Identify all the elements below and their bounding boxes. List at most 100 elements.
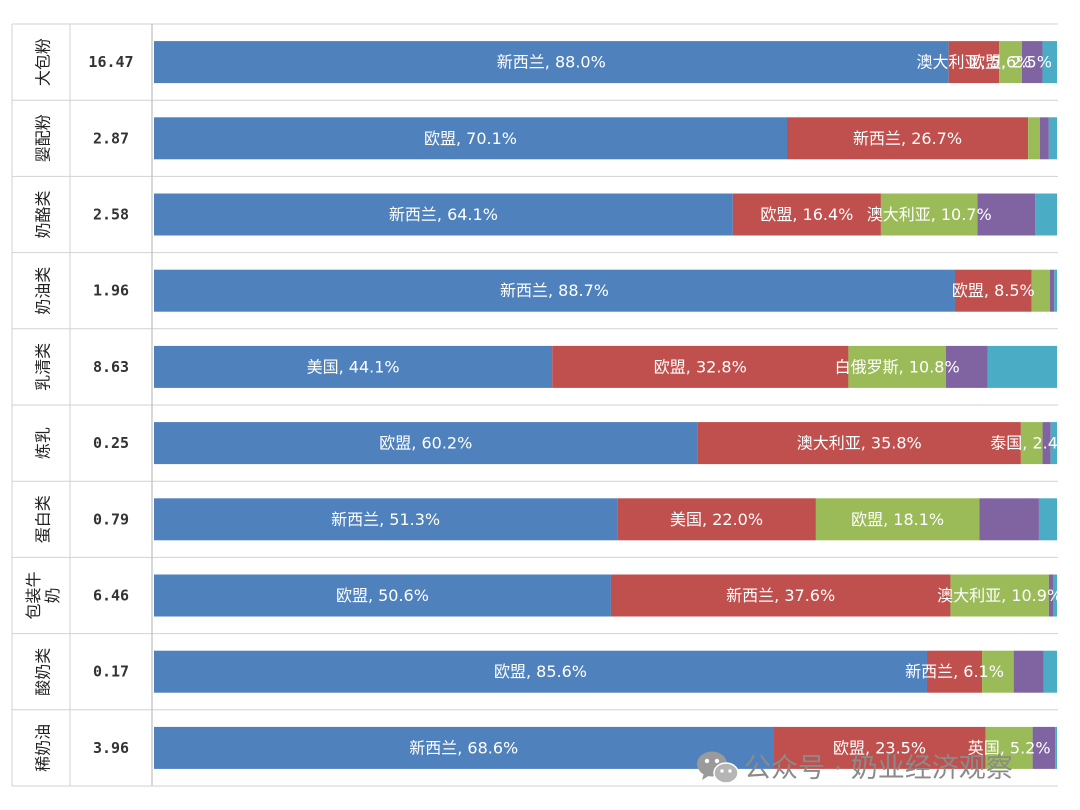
bar-segment <box>154 41 949 84</box>
bar-segment <box>154 574 611 617</box>
total-value-label: 1.96 <box>93 282 129 300</box>
total-value-label: 0.17 <box>93 663 129 681</box>
category-label: 稀奶油 <box>34 724 53 772</box>
bar-segment <box>1054 269 1057 312</box>
bar-segment <box>999 41 1022 84</box>
data-label: 欧盟, 23.5% <box>833 738 926 757</box>
bar-segment <box>1042 422 1051 465</box>
data-label: 欧盟, 32.8% <box>654 357 747 376</box>
bar-segment <box>945 345 988 388</box>
chart-row: 婴配粉 2.87 欧盟, 70.1% 新西兰, 26.7% <box>34 114 1057 162</box>
bar-segment <box>926 650 983 693</box>
watermark: 公众号 · 奶业经济观察 <box>697 751 1013 784</box>
category-label: 炼乳 <box>34 427 53 459</box>
chart-rows: 大包粉 16.47 新西兰, 88.0% 澳大利亚, 5.6%欧盟, 2.5% 婴配粉 2… <box>24 38 1073 772</box>
bar-segment <box>154 422 698 465</box>
bar-segment <box>1038 498 1057 541</box>
data-label: 欧盟, 16.4% <box>760 205 853 224</box>
total-value-label: 2.58 <box>93 206 129 224</box>
watermark-text: 公众号 · 奶业经济观察 <box>744 753 1013 784</box>
bar-segment <box>954 269 1032 312</box>
bar-segment <box>773 726 986 769</box>
bar-segment <box>787 117 1029 160</box>
bar-segment <box>1020 422 1043 465</box>
bar-segment <box>154 726 774 769</box>
bar-segment <box>697 422 1021 465</box>
bar-segment <box>1048 574 1054 617</box>
bar-segment <box>950 574 1049 617</box>
bar-segment <box>552 345 849 388</box>
data-label: 欧盟, 60.2% <box>379 434 472 453</box>
data-label: 新西兰, 6.1% <box>905 662 1004 681</box>
data-label: 白俄罗斯, 10.8% <box>835 357 960 376</box>
bar-segment <box>617 498 816 541</box>
category-label: 大包粉 <box>34 38 53 86</box>
data-label: 澳大利亚, 10.7% <box>867 205 992 224</box>
bar-segment <box>1035 193 1057 236</box>
data-label: 欧盟, 18.1% <box>851 510 944 529</box>
chart-row: 酸奶类 0.17 欧盟, 85.6% 新西兰, 6.1% <box>34 648 1057 696</box>
bar-segment <box>154 498 618 541</box>
total-value-label: 3.96 <box>93 739 129 757</box>
chart-row: 大包粉 16.47 新西兰, 88.0% 澳大利亚, 5.6%欧盟, 2.5% <box>34 38 1057 86</box>
data-label: 美国, 44.1% <box>307 357 400 376</box>
data-label: 欧盟, 2.5% <box>969 53 1052 72</box>
category-label: 包装牛 <box>24 571 43 619</box>
bar-segment <box>1039 117 1049 160</box>
category-label: 乳清类 <box>34 343 53 391</box>
bar-segment <box>1032 726 1056 769</box>
bar-segment <box>1049 269 1055 312</box>
chart-row: 包装牛奶 6.46 欧盟, 50.6% 新西兰, 37.6% 澳大利亚, 10.9% <box>24 571 1062 619</box>
bar-segment <box>732 193 881 236</box>
category-label: 蛋白类 <box>34 495 53 543</box>
data-label: 新西兰, 88.0% <box>497 53 606 72</box>
total-value-label: 0.25 <box>93 434 129 452</box>
bar-segment <box>880 193 978 236</box>
bar-segment <box>154 650 927 693</box>
category-label: 奶 <box>43 587 62 603</box>
data-label: 澳大利亚, 10.9% <box>937 586 1062 605</box>
data-label: 新西兰, 68.6% <box>409 738 518 757</box>
chart-row: 奶油类 1.96 新西兰, 88.7% 欧盟, 8.5% <box>34 267 1057 315</box>
chart-row: 奶酪类 2.58 新西兰, 64.1% 欧盟, 16.4% 澳大利亚, 10.7% <box>34 190 1057 239</box>
bar-segment <box>1031 269 1050 312</box>
category-label: 酸奶类 <box>34 648 53 696</box>
category-label: 奶油类 <box>34 267 53 315</box>
bar-segment <box>610 574 951 617</box>
bar-segment <box>1021 41 1043 84</box>
data-label: 美国, 22.0% <box>670 510 763 529</box>
data-label: 泰国, 2.4% <box>990 434 1073 453</box>
category-label: 婴配粉 <box>34 114 53 162</box>
bar-segment <box>1055 726 1057 769</box>
total-value-label: 6.46 <box>93 587 129 605</box>
bar-segment <box>979 498 1039 541</box>
data-label: 新西兰, 37.6% <box>726 586 835 605</box>
bar-segment <box>815 498 980 541</box>
wechat-icon <box>697 751 739 784</box>
data-label: 欧盟, 85.6% <box>494 662 587 681</box>
total-value-label: 0.79 <box>93 510 129 528</box>
total-value-label: 8.63 <box>93 358 129 376</box>
data-label: 新西兰, 51.3% <box>331 510 440 529</box>
total-value-label: 2.87 <box>93 129 129 147</box>
bar-segment <box>977 193 1036 236</box>
data-label: 欧盟, 70.1% <box>424 129 517 148</box>
data-label: 欧盟, 50.6% <box>336 586 429 605</box>
chart-row: 乳清类 8.63 美国, 44.1% 欧盟, 32.8% 白俄罗斯, 10.8% <box>34 343 1057 391</box>
data-label: 澳大利亚, 35.8% <box>797 434 922 453</box>
bar-segment <box>154 269 955 312</box>
bar-segment <box>1050 422 1057 465</box>
bar-segment <box>848 345 946 388</box>
bar-segment <box>1053 574 1057 617</box>
bar-segment <box>1028 117 1040 160</box>
chart-row: 炼乳 0.25 欧盟, 60.2% 澳大利亚, 35.8% 泰国, 2.4% <box>34 422 1073 465</box>
bar-segment <box>154 193 733 236</box>
bar-segment <box>1043 650 1057 693</box>
category-label: 奶酪类 <box>34 190 53 238</box>
bar-segment <box>987 345 1057 388</box>
data-label: 澳大利亚, 5.6% <box>917 53 1032 72</box>
bar-segment <box>985 726 1033 769</box>
bar-segment <box>154 345 553 388</box>
data-label: 新西兰, 88.7% <box>500 281 609 300</box>
bar-segment <box>982 650 1014 693</box>
